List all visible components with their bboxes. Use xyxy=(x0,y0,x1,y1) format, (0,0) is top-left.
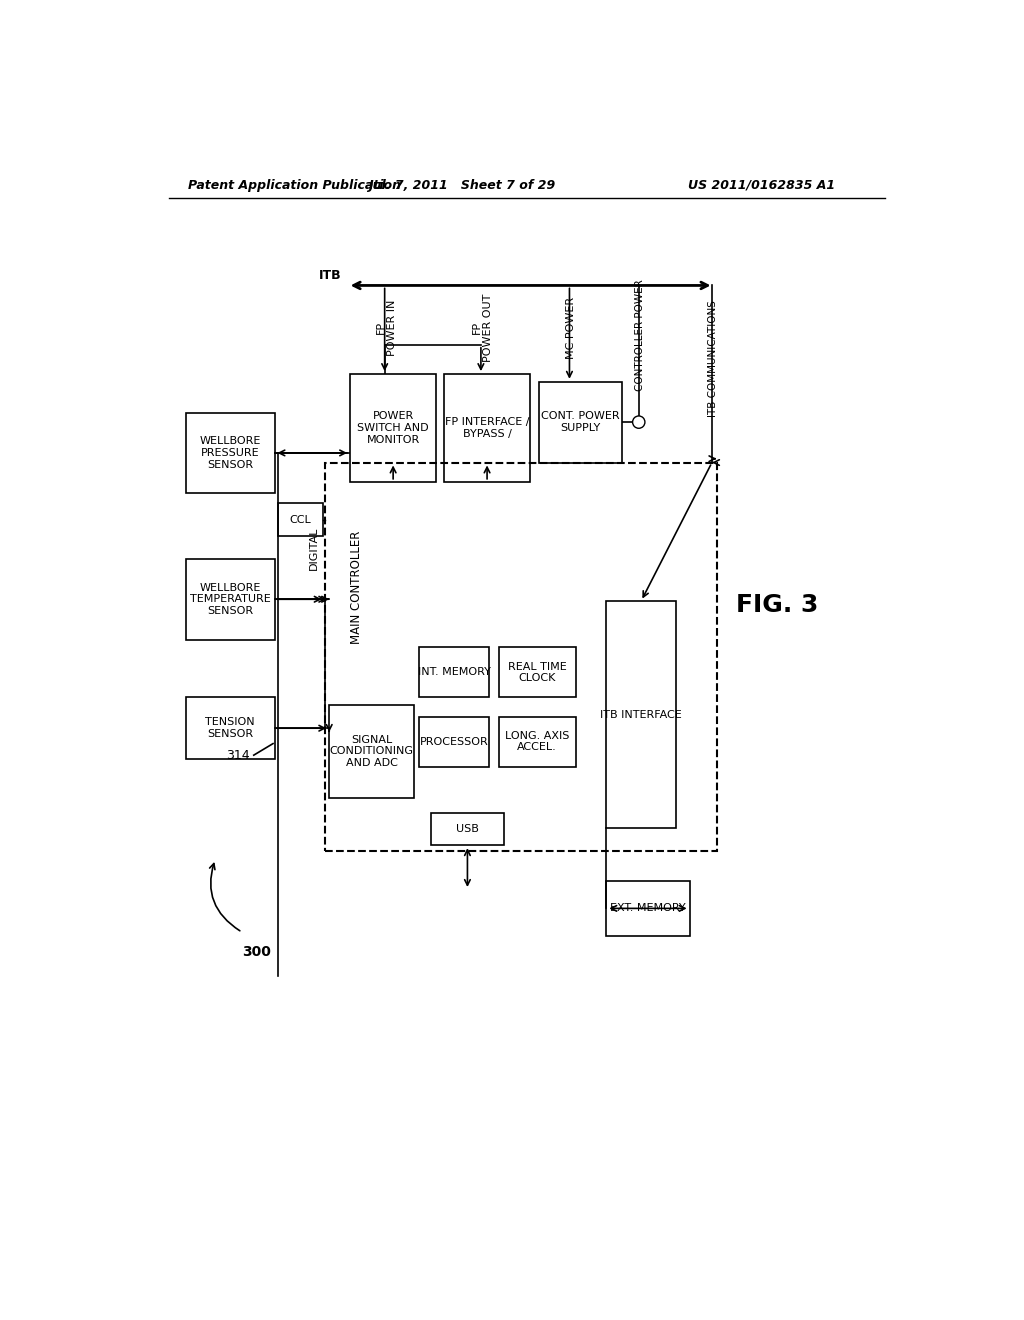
Text: FP
POWER IN: FP POWER IN xyxy=(376,300,397,356)
Text: CCL: CCL xyxy=(290,515,311,524)
Text: REAL TIME
CLOCK: REAL TIME CLOCK xyxy=(508,661,566,684)
Text: SIGNAL
CONDITIONING
AND ADC: SIGNAL CONDITIONING AND ADC xyxy=(330,735,414,768)
Bar xyxy=(606,880,689,936)
Bar xyxy=(444,374,530,482)
Text: 314: 314 xyxy=(226,748,250,762)
Bar xyxy=(419,717,488,767)
Bar xyxy=(279,503,323,536)
Bar xyxy=(606,601,676,829)
Bar xyxy=(539,381,622,462)
Bar xyxy=(350,374,436,482)
Text: CONTROLLER POWER: CONTROLLER POWER xyxy=(635,280,645,391)
Bar xyxy=(431,813,504,845)
Bar xyxy=(186,697,274,759)
Text: US 2011/0162835 A1: US 2011/0162835 A1 xyxy=(688,178,836,191)
Text: USB: USB xyxy=(456,824,479,834)
Bar xyxy=(186,558,274,640)
Text: FP INTERFACE /
BYPASS /: FP INTERFACE / BYPASS / xyxy=(444,417,529,438)
Text: EXT. MEMORY: EXT. MEMORY xyxy=(610,903,686,913)
Text: CONT. POWER
SUPPLY: CONT. POWER SUPPLY xyxy=(541,412,620,433)
Text: POWER
SWITCH AND
MONITOR: POWER SWITCH AND MONITOR xyxy=(357,412,429,445)
Text: FIG. 3: FIG. 3 xyxy=(736,593,818,616)
Text: INT. MEMORY: INT. MEMORY xyxy=(418,668,490,677)
Text: ITB COMMUNICATIONS: ITB COMMUNICATIONS xyxy=(709,300,719,417)
Text: PROCESSOR: PROCESSOR xyxy=(420,737,488,747)
Bar xyxy=(499,717,575,767)
Text: FP
POWER OUT: FP POWER OUT xyxy=(472,293,494,362)
Bar xyxy=(499,647,575,697)
Text: MAIN CONTROLLER: MAIN CONTROLLER xyxy=(350,531,364,644)
Bar xyxy=(419,647,488,697)
Text: ITB INTERFACE: ITB INTERFACE xyxy=(600,710,682,719)
Bar xyxy=(186,413,274,494)
Text: Jul. 7, 2011   Sheet 7 of 29: Jul. 7, 2011 Sheet 7 of 29 xyxy=(368,178,555,191)
Bar xyxy=(330,705,414,797)
Text: Patent Application Publication: Patent Application Publication xyxy=(188,178,401,191)
Text: WELLBORE
TEMPERATURE
SENSOR: WELLBORE TEMPERATURE SENSOR xyxy=(189,582,270,616)
Text: TENSION
SENSOR: TENSION SENSOR xyxy=(206,717,255,739)
Bar xyxy=(325,462,717,851)
Text: 300: 300 xyxy=(243,945,271,958)
Text: DIGITAL: DIGITAL xyxy=(308,527,318,570)
Text: WELLBORE
PRESSURE
SENSOR: WELLBORE PRESSURE SENSOR xyxy=(200,437,261,470)
Circle shape xyxy=(633,416,645,428)
Text: MC POWER: MC POWER xyxy=(566,297,575,359)
Text: LONG. AXIS
ACCEL.: LONG. AXIS ACCEL. xyxy=(505,731,569,752)
Text: ITB: ITB xyxy=(318,268,342,281)
